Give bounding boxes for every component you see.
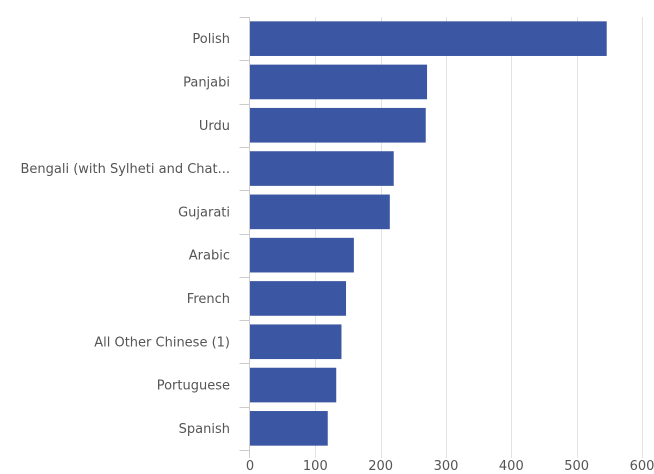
bar-arabic[interactable]	[250, 237, 354, 273]
bar-panjabi[interactable]	[250, 64, 428, 100]
x-axis-tick-labels: 0 100 200 300 400 500 600	[246, 459, 654, 474]
category-label: Spanish	[179, 422, 230, 437]
bar-gujarati[interactable]	[250, 194, 390, 230]
x-tick-label: 500	[564, 459, 589, 474]
bar-french[interactable]	[250, 281, 347, 316]
category-label: Panjabi	[183, 75, 230, 90]
category-label: Portuguese	[157, 379, 230, 394]
category-label: Urdu	[199, 119, 230, 134]
bar-urdu[interactable]	[250, 107, 426, 143]
x-tick-label: 200	[368, 459, 393, 474]
category-labels: Polish Panjabi Urdu Bengali (with Sylheti a…	[20, 32, 230, 437]
category-label: Polish	[192, 32, 230, 47]
category-label: Arabic	[189, 249, 230, 264]
x-tick-label: 0	[246, 459, 254, 474]
bars	[250, 21, 607, 446]
bar-bengali-with-sylheti-and-chat[interactable]	[250, 151, 394, 186]
bar-polish[interactable]	[250, 21, 607, 56]
x-tick-label: 400	[499, 459, 524, 474]
y-axis	[239, 17, 250, 458]
bar-all-other-chinese-1[interactable]	[250, 324, 342, 360]
category-label: All Other Chinese (1)	[94, 335, 230, 350]
x-tick-label: 100	[303, 459, 328, 474]
x-tick-label: 600	[630, 459, 654, 474]
bar-portuguese[interactable]	[250, 367, 337, 403]
category-label: French	[187, 292, 230, 307]
category-label: Bengali (with Sylheti and Chat...	[20, 162, 230, 177]
category-label: Gujarati	[178, 205, 230, 220]
x-tick-label: 300	[434, 459, 459, 474]
bar-spanish[interactable]	[250, 411, 328, 446]
